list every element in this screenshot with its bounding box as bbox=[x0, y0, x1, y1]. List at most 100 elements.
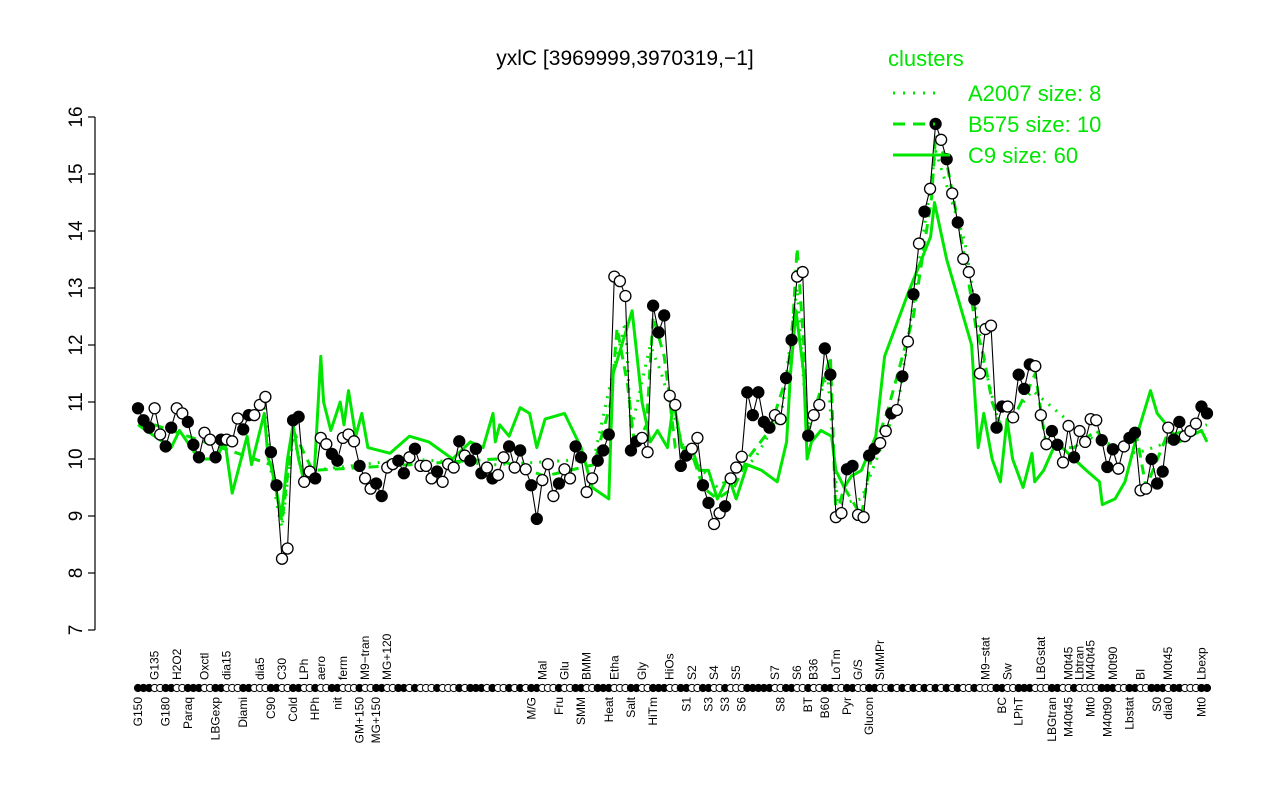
data-point bbox=[525, 479, 538, 492]
x-tick-label: dia0 bbox=[1161, 697, 1175, 720]
data-point bbox=[536, 473, 549, 487]
data-point bbox=[331, 454, 344, 467]
data-point bbox=[453, 435, 466, 448]
x-tick-label: H2O2 bbox=[170, 648, 184, 680]
data-point bbox=[392, 454, 405, 467]
data-point bbox=[763, 421, 776, 434]
x-tick-label: C30 bbox=[275, 658, 289, 680]
data-point bbox=[1167, 433, 1180, 446]
x-tick-label: Mt0 bbox=[1194, 697, 1208, 717]
data-point bbox=[652, 326, 665, 339]
data-point bbox=[674, 459, 687, 472]
x-tick-label: S5 bbox=[729, 665, 743, 680]
data-point bbox=[1006, 411, 1020, 424]
data-point bbox=[1151, 477, 1164, 490]
data-point bbox=[497, 451, 510, 464]
data-point bbox=[702, 496, 715, 510]
x-tick-label: S0 bbox=[1150, 697, 1164, 712]
data-point bbox=[370, 477, 383, 490]
x-tick-label: G150 bbox=[131, 697, 145, 727]
data-point bbox=[491, 468, 505, 482]
data-point bbox=[1139, 482, 1153, 495]
data-point bbox=[1045, 424, 1059, 438]
data-point bbox=[896, 370, 909, 383]
y-tick-label: 7 bbox=[66, 625, 87, 636]
rug-mark bbox=[1202, 683, 1212, 693]
x-tick-label: M9−tran bbox=[358, 636, 372, 680]
data-point bbox=[530, 512, 543, 525]
x-tick-label: MG+120 bbox=[380, 633, 394, 680]
x-tick-label: C90 bbox=[264, 697, 278, 719]
x-tick-label: LBGstat bbox=[1034, 636, 1048, 680]
legend-label-a2007: A2007 size: 8 bbox=[968, 81, 1101, 106]
data-point bbox=[187, 438, 200, 451]
data-point bbox=[934, 133, 948, 146]
x-tick-label: MG+150 bbox=[369, 697, 383, 744]
data-point bbox=[1001, 400, 1014, 413]
data-point bbox=[447, 461, 460, 474]
x-tick-label: S4 bbox=[707, 665, 721, 680]
data-point bbox=[203, 433, 217, 446]
data-point bbox=[1051, 438, 1064, 451]
y-axis: 7 8 9 10 11 12 13 14 15 16 bbox=[66, 106, 96, 636]
data-point bbox=[813, 398, 826, 412]
x-tick-label: SMM bbox=[574, 697, 588, 725]
y-tick-label: 11 bbox=[66, 392, 87, 412]
x-tick-label: G180 bbox=[159, 697, 173, 727]
legend-label-c9: C9 size: 60 bbox=[968, 143, 1078, 168]
data-point bbox=[1101, 460, 1114, 474]
data-point bbox=[624, 444, 638, 457]
data-point bbox=[597, 444, 610, 457]
data-point bbox=[696, 479, 710, 492]
data-point bbox=[165, 421, 178, 434]
data-point bbox=[226, 435, 239, 448]
data-point bbox=[1200, 407, 1214, 420]
x-tick-label: LoTm bbox=[829, 649, 843, 680]
data-point bbox=[1117, 440, 1131, 453]
x-tick-label: Gly bbox=[635, 662, 649, 680]
data-point bbox=[248, 408, 261, 422]
data-point bbox=[1162, 421, 1175, 434]
data-point bbox=[707, 517, 721, 531]
x-tick-label: M40t45 bbox=[1062, 697, 1076, 737]
data-point bbox=[358, 472, 372, 485]
x-tick-label: M0t45 bbox=[1062, 646, 1076, 680]
x-tick-label: S3 bbox=[718, 697, 732, 712]
data-point bbox=[613, 275, 627, 288]
data-point bbox=[663, 389, 676, 402]
data-point bbox=[231, 412, 244, 425]
x-tick-label: BMM bbox=[580, 652, 594, 680]
x-tick-label: S8 bbox=[774, 697, 788, 712]
data-point bbox=[1173, 415, 1186, 429]
data-point bbox=[774, 412, 787, 426]
y-tick-label: 14 bbox=[66, 220, 87, 242]
data-point bbox=[741, 386, 754, 399]
x-tick-label: dia5 bbox=[253, 657, 267, 680]
data-point bbox=[807, 408, 820, 422]
data-point bbox=[752, 386, 765, 399]
data-point bbox=[237, 423, 250, 436]
data-point bbox=[929, 117, 942, 130]
data-point bbox=[275, 552, 289, 565]
data-point bbox=[264, 446, 278, 459]
data-point bbox=[951, 216, 964, 229]
data-point bbox=[1078, 435, 1092, 449]
x-tick-label: LBGexp bbox=[209, 697, 223, 741]
data-point bbox=[724, 472, 737, 485]
data-point bbox=[691, 431, 704, 445]
data-point bbox=[907, 288, 920, 301]
data-point bbox=[796, 265, 809, 279]
data-point bbox=[984, 319, 998, 332]
x-tick-label: Cold bbox=[286, 697, 300, 722]
data-point bbox=[298, 475, 311, 488]
expression-line bbox=[137, 123, 1208, 561]
x-tick-label: S2 bbox=[685, 665, 699, 680]
data-point bbox=[176, 407, 189, 420]
x-tick-label: G135 bbox=[148, 650, 162, 680]
x-tick-label: Lbstat bbox=[1122, 696, 1136, 729]
data-point bbox=[1012, 368, 1025, 381]
data-point bbox=[408, 442, 422, 455]
x-tick-label: Diami bbox=[236, 697, 250, 728]
y-tick-label: 8 bbox=[66, 568, 87, 579]
data-point bbox=[658, 309, 671, 322]
